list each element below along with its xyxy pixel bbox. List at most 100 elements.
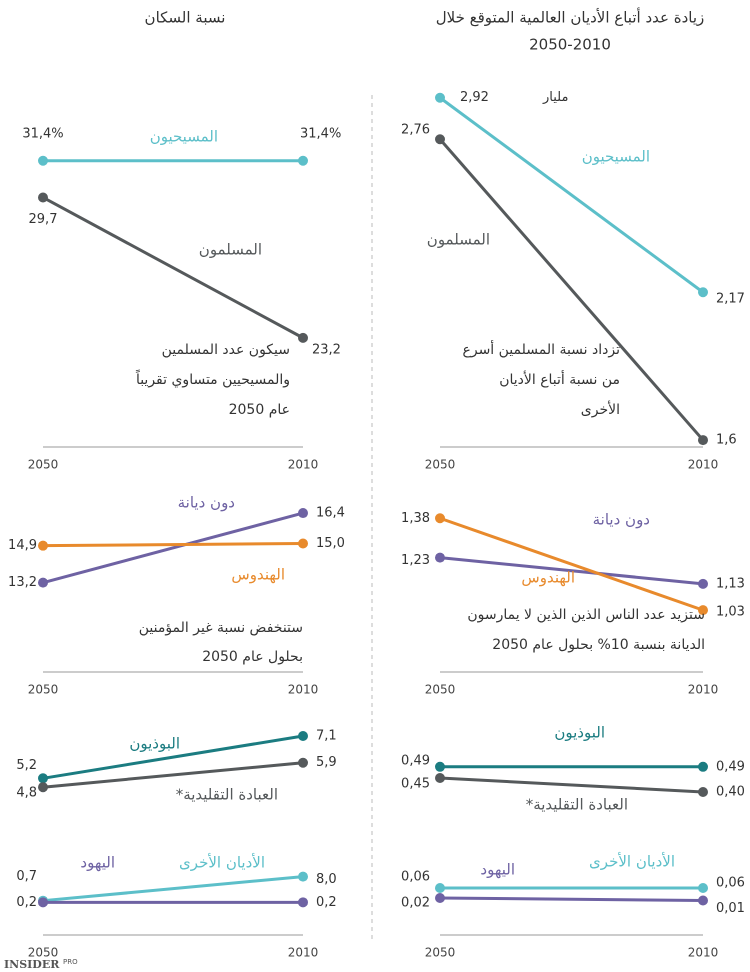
- x-tick-label: 2050: [425, 946, 456, 960]
- series-line: [42, 875, 304, 903]
- value-label: 0,45: [401, 777, 430, 792]
- note: ستزيد عدد الناس الذين الذين لا يمارسون: [467, 607, 705, 623]
- series-name: المسيحيون: [582, 148, 650, 166]
- data-point: [435, 92, 445, 103]
- data-point: [38, 773, 48, 784]
- note: سيكون عدد المسلمين: [162, 342, 290, 358]
- data-point: [435, 761, 445, 772]
- value-label: 16,4: [316, 506, 345, 521]
- unit-label: مليار: [542, 90, 568, 105]
- x-tick-label: 2010: [688, 458, 719, 472]
- data-point: [698, 883, 708, 893]
- series-line: [438, 138, 705, 442]
- x-tick-label: 2050: [425, 458, 456, 472]
- series-line: [439, 776, 704, 794]
- column-title: نسبة السكان: [145, 9, 226, 27]
- value-label: 15,0: [316, 536, 345, 551]
- value-label: 5,9: [316, 755, 337, 770]
- series-line: [42, 196, 304, 340]
- series-name: المسيحيون: [150, 128, 218, 146]
- note: عام 2050: [229, 402, 290, 418]
- note: من نسبة أتباع الأديان: [499, 370, 620, 388]
- value-label: 8,0: [316, 872, 337, 887]
- data-point: [698, 435, 708, 446]
- data-point: [38, 577, 48, 588]
- data-point: [38, 540, 48, 551]
- data-point: [38, 155, 48, 166]
- value-label: 0,06: [401, 870, 430, 885]
- series-name: البوذيون: [554, 724, 605, 742]
- data-point: [435, 134, 445, 145]
- series-name: اليهود: [80, 854, 115, 872]
- value-label: 0,7: [16, 869, 37, 884]
- value-label: 0,2: [316, 895, 337, 910]
- series-name: الأديان الأخرى: [179, 853, 265, 872]
- series-line: [42, 761, 304, 789]
- note: الديانة بنسبة 10% بحلول عام 2050: [492, 637, 705, 653]
- data-point: [435, 513, 445, 524]
- note: والمسيحيين متساوي تقريباً: [135, 369, 290, 388]
- value-label: 0,40: [716, 785, 745, 800]
- column-title: 2050-2010: [529, 36, 611, 54]
- value-label: 5,2: [16, 758, 37, 773]
- series-line: [42, 734, 304, 780]
- series-name: العبادة التقليدية*: [526, 796, 628, 814]
- data-point: [698, 578, 708, 589]
- x-tick-label: 2010: [288, 458, 319, 472]
- series-line: [42, 511, 304, 585]
- value-label: 7,1: [316, 729, 337, 744]
- column-title: زيادة عدد أتباع الأديان العالمية المتوقع…: [436, 8, 705, 27]
- note: الأخرى: [581, 400, 620, 418]
- value-label: 0,01: [716, 901, 745, 916]
- series-line: [42, 542, 304, 548]
- brand: INSIDER: [4, 958, 60, 971]
- value-label: 0,49: [401, 753, 430, 768]
- x-tick-label: 2050: [28, 683, 59, 697]
- x-tick-label: 2050: [28, 458, 59, 472]
- value-label: 31,4%: [300, 126, 341, 141]
- data-point: [435, 773, 445, 783]
- series-name: العبادة التقليدية*: [176, 786, 278, 804]
- value-label: 2,76: [401, 123, 430, 138]
- value-label: 14,9: [8, 538, 37, 553]
- value-label: 1,6: [716, 433, 737, 448]
- note: تزداد نسبة المسلمين أسرع: [463, 340, 621, 358]
- x-tick-label: 2010: [688, 683, 719, 697]
- data-point: [698, 787, 708, 797]
- series-line: [439, 96, 704, 294]
- series-name: المسلمون: [199, 241, 262, 259]
- value-label: 1,23: [401, 553, 430, 568]
- series-name: المسلمون: [427, 231, 490, 249]
- data-point: [698, 895, 708, 906]
- series-name: دون ديانة: [178, 494, 235, 512]
- value-label: 0,06: [716, 876, 745, 891]
- data-point: [38, 897, 48, 908]
- x-tick-label: 2050: [425, 683, 456, 697]
- value-label: 0,2: [16, 895, 37, 910]
- x-tick-label: 2010: [688, 946, 719, 960]
- data-point: [435, 883, 445, 893]
- data-point: [298, 538, 308, 549]
- series-line: [439, 896, 704, 902]
- series-name: الهندوس: [231, 566, 285, 584]
- note: بحلول عام 2050: [202, 649, 303, 665]
- value-label: 0,49: [716, 759, 745, 774]
- value-label: 1,13: [716, 576, 745, 591]
- value-label: 23,2: [312, 342, 341, 357]
- data-point: [298, 508, 308, 519]
- data-point: [298, 757, 308, 768]
- series-name: الأديان الأخرى: [589, 852, 675, 871]
- data-point: [698, 287, 708, 298]
- value-label: 1,38: [401, 511, 430, 526]
- value-label: 2,92: [460, 90, 489, 105]
- series-name: اليهود: [480, 861, 515, 879]
- data-point: [38, 192, 48, 203]
- value-label: 1,03: [716, 605, 745, 620]
- x-tick-label: 2010: [288, 946, 319, 960]
- data-point: [298, 897, 308, 908]
- series-name: دون ديانة: [593, 511, 650, 529]
- value-label: 4,8: [16, 786, 37, 801]
- note: ستنخفض نسبة غير المؤمنين: [139, 620, 303, 636]
- x-tick-label: 2010: [288, 683, 319, 697]
